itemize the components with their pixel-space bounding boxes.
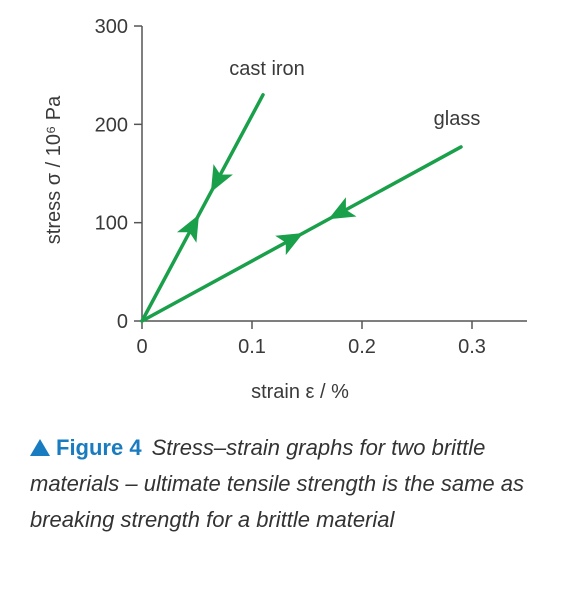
x-tick-label: 0.2: [348, 336, 376, 358]
figure-label: Figure 4: [56, 435, 142, 460]
series-label-1: glass: [434, 108, 481, 130]
x-tick-label: 0.1: [238, 336, 266, 358]
x-axis-title: strain ε / %: [251, 381, 349, 403]
y-tick-label: 100: [95, 213, 128, 235]
unloading-arrow-0: [210, 164, 233, 193]
y-tick-label: 200: [95, 114, 128, 136]
x-tick-label: 0.3: [458, 336, 486, 358]
y-tick-label: 300: [95, 16, 128, 38]
x-tick-label: 0: [136, 336, 147, 358]
figure-caption-text: Stress–strain graphs for two brittle mat…: [30, 435, 525, 532]
series-label-0: cast iron: [229, 58, 305, 80]
figure-caption: Figure 4 Stress–strain graphs for two bri…: [30, 430, 550, 538]
loading-arrow-1: [275, 233, 304, 256]
loading-arrow-0: [177, 214, 199, 243]
ticks: 0 100 200 300 0 0.1 0.2 0.3: [95, 16, 486, 358]
stress-strain-chart: 0 100 200 300 0 0.1 0.2 0.3 strain ε / % stress …: [43, 16, 527, 403]
series-line-0: [140, 93, 265, 323]
unloading-arrow-1: [328, 197, 357, 220]
y-axis-title: stress σ / 10⁶ Pa: [43, 95, 65, 244]
triangle-icon: [30, 439, 50, 456]
labels: strain ε / % stress σ / 10⁶ Pa cast iron gl…: [43, 58, 480, 403]
series-lines: [140, 93, 463, 323]
y-tick-label: 0: [117, 311, 128, 333]
axes: [141, 26, 527, 322]
